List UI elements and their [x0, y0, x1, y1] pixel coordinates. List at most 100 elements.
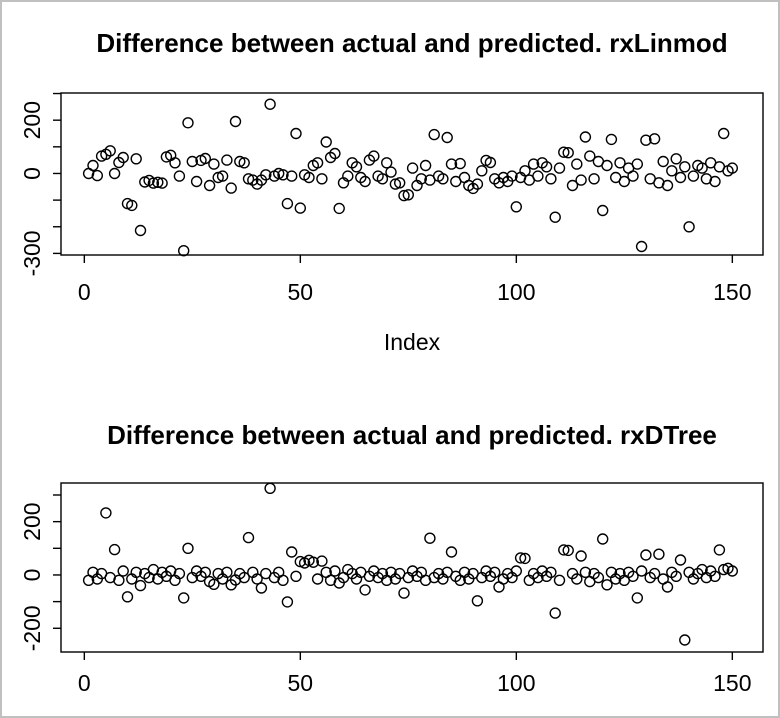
- data-point: [437, 173, 449, 185]
- chart-title-rxdtree: Difference between actual and predicted.…: [107, 420, 717, 450]
- data-point: [242, 531, 255, 544]
- data-point: [519, 552, 531, 565]
- data-point: [359, 584, 371, 596]
- x-tick-label: 100: [497, 279, 535, 305]
- data-point: [683, 221, 695, 233]
- data-point: [709, 175, 721, 188]
- data-point: [679, 161, 691, 173]
- data-point: [260, 169, 272, 181]
- data-point: [424, 532, 436, 544]
- data-point: [368, 150, 380, 162]
- data-point: [152, 176, 164, 189]
- data-point: [113, 574, 125, 586]
- y-tick-label: 0: [19, 569, 45, 582]
- data-point: [108, 167, 121, 180]
- data-point: [134, 579, 147, 592]
- data-point: [406, 162, 419, 174]
- data-point: [199, 152, 212, 165]
- data-point: [571, 158, 583, 170]
- data-point: [484, 156, 497, 169]
- x-axis-label: Index: [384, 329, 441, 355]
- data-point: [221, 154, 233, 166]
- data-point: [286, 170, 298, 182]
- x-tick-label: 50: [288, 279, 314, 305]
- data-point: [592, 571, 605, 584]
- data-point: [670, 570, 682, 582]
- data-point: [445, 546, 458, 558]
- data-point: [545, 173, 557, 185]
- data-point: [419, 159, 432, 172]
- data-point: [190, 175, 203, 188]
- data-point: [208, 158, 220, 170]
- data-point: [454, 157, 466, 170]
- data-points: [82, 98, 738, 257]
- data-point: [91, 169, 104, 182]
- data-point: [597, 533, 609, 545]
- x-tick-label: 50: [288, 670, 314, 696]
- axes: 0 50 100 150 -200 0 200: [19, 494, 752, 696]
- data-point: [540, 161, 553, 173]
- data-point: [726, 565, 738, 577]
- data-point: [294, 202, 306, 214]
- data-point: [635, 240, 648, 253]
- y-tick-label: 200: [19, 502, 45, 540]
- data-point: [553, 162, 566, 174]
- data-point: [316, 173, 328, 185]
- data-point: [385, 166, 397, 178]
- y-tick-label: 0: [19, 167, 45, 180]
- data-point: [635, 565, 648, 577]
- data-point: [320, 136, 332, 148]
- data-point: [130, 566, 142, 578]
- data-point: [571, 573, 583, 585]
- data-point: [316, 555, 328, 567]
- data-point: [718, 127, 730, 140]
- data-point: [169, 157, 181, 169]
- data-point: [376, 173, 389, 185]
- data-point: [726, 162, 738, 174]
- data-point: [687, 170, 700, 182]
- data-point: [225, 182, 237, 194]
- data-point: [221, 566, 233, 578]
- data-point: [177, 244, 190, 257]
- data-point: [471, 595, 484, 607]
- data-point: [696, 162, 708, 174]
- data-point: [588, 173, 600, 185]
- data-point: [108, 543, 121, 556]
- y-tick-label: 200: [19, 101, 45, 139]
- data-point: [87, 159, 99, 172]
- data-point: [311, 157, 324, 169]
- data-point: [605, 133, 618, 146]
- data-point: [631, 592, 643, 604]
- data-point: [575, 174, 587, 186]
- data-point: [329, 565, 341, 577]
- data-point: [601, 579, 613, 591]
- data-point: [549, 211, 561, 223]
- data-point: [398, 587, 410, 599]
- data-point: [670, 153, 682, 165]
- data-point: [661, 581, 674, 593]
- data-point: [657, 155, 669, 168]
- data-point: [199, 566, 212, 578]
- data-point: [527, 158, 540, 170]
- data-point: [562, 146, 574, 159]
- data-point: [514, 552, 527, 564]
- data-point: [307, 556, 319, 568]
- data-point: [476, 165, 488, 177]
- data-point: [713, 544, 726, 556]
- x-tick-label: 150: [713, 279, 751, 305]
- data-point: [653, 548, 665, 560]
- chart-rxdtree: Difference between actual and predicted.…: [19, 420, 764, 696]
- data-point: [614, 157, 626, 169]
- data-point: [342, 170, 354, 182]
- data-point: [601, 159, 613, 172]
- data-point: [277, 169, 289, 181]
- data-point: [441, 131, 453, 144]
- data-points: [82, 482, 738, 646]
- data-point: [333, 202, 345, 215]
- data-point: [618, 175, 630, 188]
- data-point: [558, 146, 570, 158]
- data-point: [208, 578, 220, 590]
- data-point: [359, 175, 371, 188]
